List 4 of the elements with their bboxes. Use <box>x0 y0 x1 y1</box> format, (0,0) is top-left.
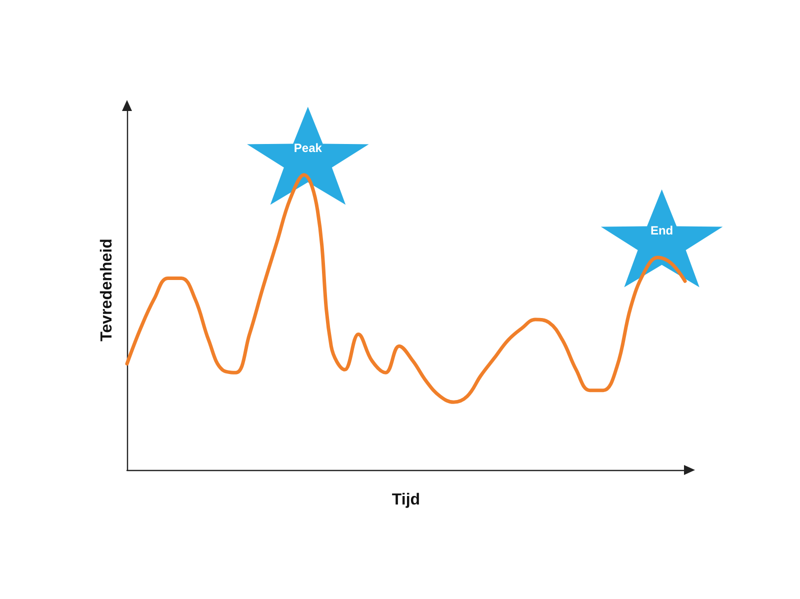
annotation: Peak <box>294 141 322 156</box>
x-axis-title: Tijd <box>392 492 420 508</box>
y-axis-title: Tevredenheid <box>98 238 116 342</box>
annotation: End <box>650 224 674 238</box>
